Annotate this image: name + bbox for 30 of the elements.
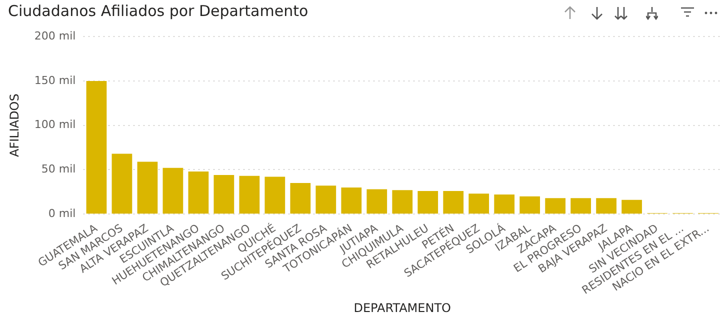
bar bbox=[137, 162, 158, 214]
bar bbox=[494, 194, 515, 214]
bar bbox=[366, 189, 388, 214]
bar bbox=[392, 190, 413, 214]
bar bbox=[418, 190, 438, 214]
bar bbox=[162, 168, 184, 214]
y-tick-label: 200 mil bbox=[34, 29, 76, 42]
y-tick-label: 100 mil bbox=[34, 118, 76, 132]
bar bbox=[239, 176, 260, 214]
bar bbox=[341, 187, 362, 214]
bar bbox=[545, 198, 566, 214]
bar bbox=[86, 80, 107, 214]
bar bbox=[214, 175, 234, 214]
bar bbox=[596, 198, 616, 214]
y-tick-label: 50 mil bbox=[41, 162, 76, 176]
bar bbox=[520, 196, 540, 214]
bar bbox=[264, 176, 286, 214]
chart-title: Ciudadanos Afiliados por Departamento bbox=[8, 2, 308, 20]
bar bbox=[570, 198, 591, 214]
y-tick-label: 150 mil bbox=[34, 74, 76, 87]
y-axis-title: AFILIADOS bbox=[7, 94, 22, 158]
bar bbox=[290, 183, 311, 214]
bar bbox=[468, 194, 490, 214]
bar bbox=[443, 190, 464, 214]
bar bbox=[316, 186, 336, 214]
bar bbox=[112, 154, 132, 214]
x-axis-title: DEPARTAMENTO bbox=[354, 300, 451, 315]
y-tick-label: 0 mil bbox=[48, 206, 76, 220]
bar bbox=[188, 171, 209, 214]
bar bbox=[622, 200, 642, 214]
